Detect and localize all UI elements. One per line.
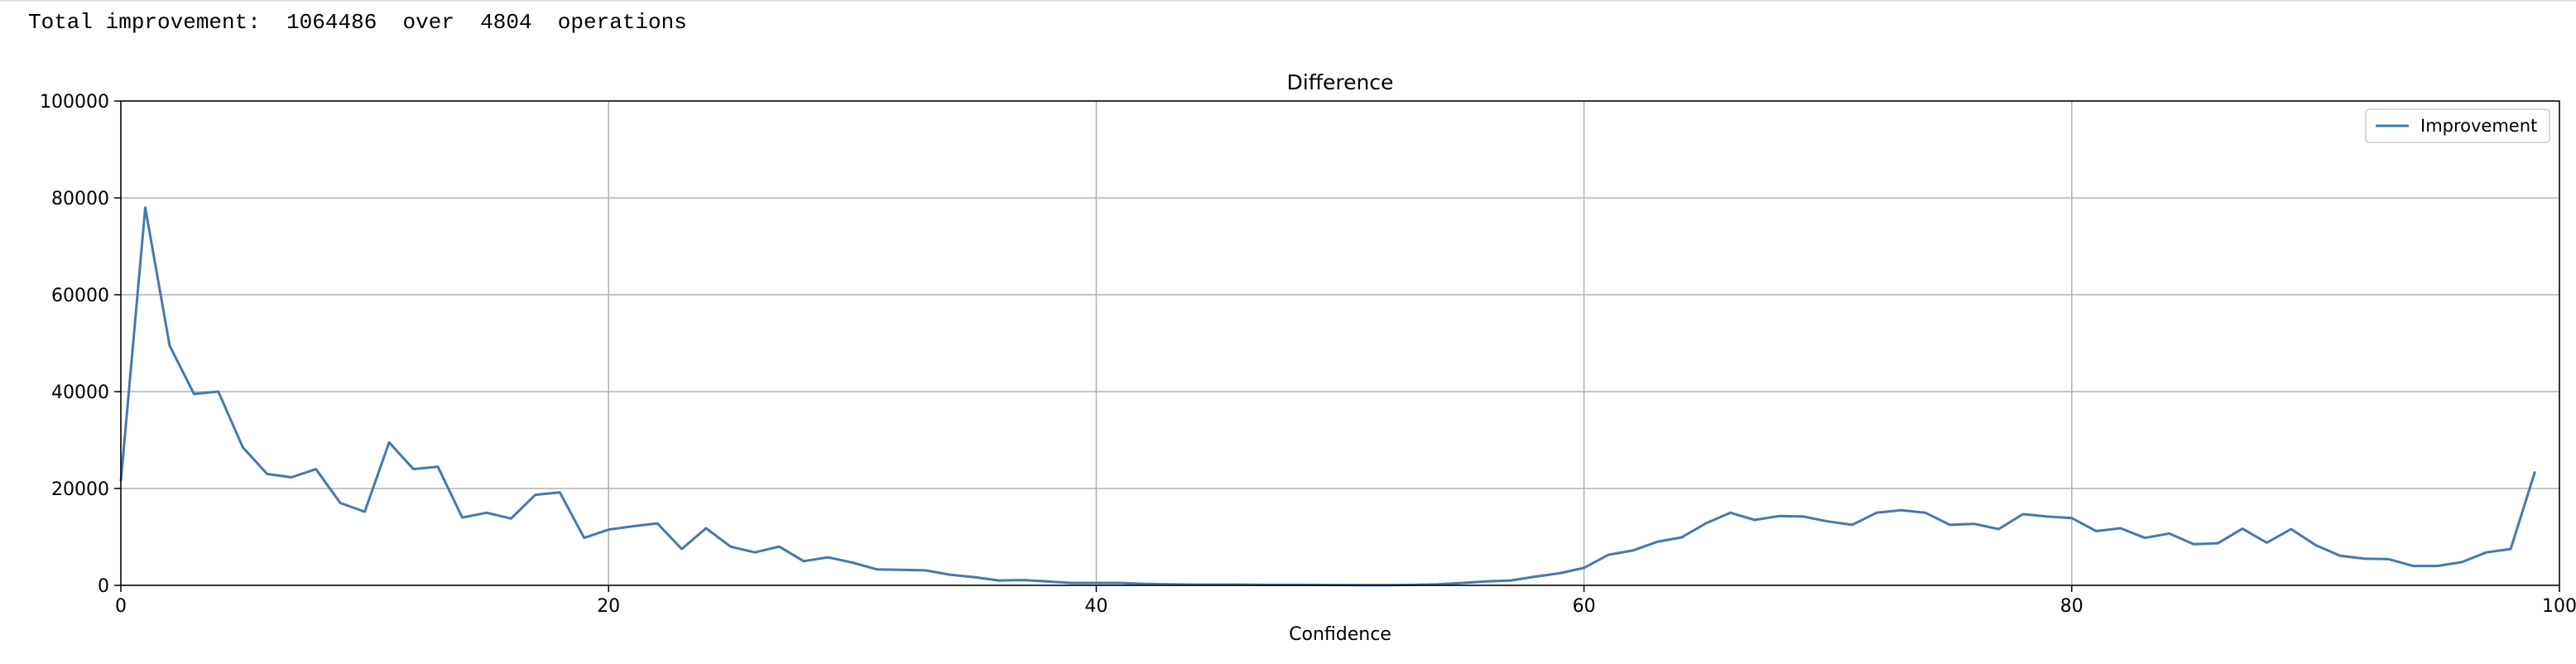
- x-tick-label: 40: [1084, 596, 1108, 617]
- output-text: Total improvement: 1064486 over 4804 ope…: [28, 10, 687, 35]
- y-axis: 0 20000 40000 60000 80000 100000: [40, 92, 121, 597]
- x-tick-label: 100: [2542, 596, 2576, 617]
- legend: Improvement: [2365, 108, 2550, 143]
- output-prefix: Total improvement:: [28, 10, 261, 35]
- cell-top-border: [0, 0, 2576, 2]
- y-tick-label: 0: [98, 576, 109, 597]
- chart-title: Difference: [1287, 70, 1394, 94]
- y-tick-label: 80000: [51, 189, 109, 209]
- x-tick-label: 80: [2060, 596, 2083, 617]
- output-total: 1064486: [286, 10, 377, 35]
- improvement-series-line: [119, 206, 2536, 587]
- legend-box: [2365, 108, 2550, 143]
- y-tick-label: 100000: [40, 92, 109, 113]
- x-axis-label: Confidence: [1289, 624, 1391, 645]
- x-tick-label: 0: [115, 596, 127, 617]
- output-suffix: operations: [557, 10, 687, 35]
- x-axis: 0 20 40 60 80 100: [115, 585, 2576, 617]
- x-tick-label: 60: [1573, 596, 1596, 617]
- legend-label-improvement: Improvement: [2420, 116, 2537, 136]
- y-tick-label: 40000: [51, 383, 109, 403]
- output-over-word: over: [402, 10, 454, 35]
- output-count: 4804: [480, 10, 532, 35]
- x-tick-label: 20: [597, 596, 620, 617]
- plot-frame: [120, 100, 2560, 586]
- y-tick-label: 20000: [51, 479, 109, 500]
- y-tick-label: 60000: [51, 286, 109, 306]
